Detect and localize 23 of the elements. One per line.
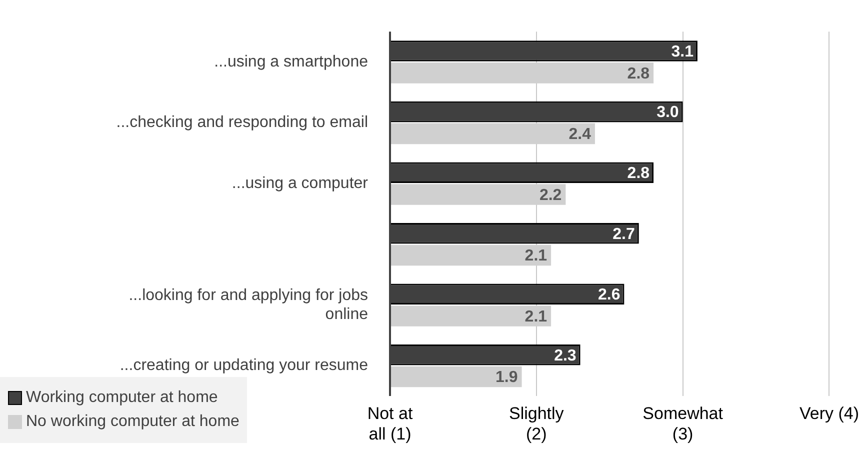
legend-label: No working computer at home [26, 413, 240, 431]
x-tick-label: Very (4) [799, 404, 860, 424]
y-tick-label: ...looking for and applying for jobs online [128, 286, 368, 324]
data-label: 2.8 [627, 164, 650, 182]
data-label: 2.4 [568, 126, 592, 144]
x-tick-label: Not at all (1) [367, 404, 413, 444]
data-label: 3.0 [656, 104, 679, 122]
data-label: 2.8 [627, 65, 650, 82]
x-tick-label: Somewhat (3) [642, 404, 724, 444]
data-label: 2.1 [524, 248, 548, 265]
data-label: 2.6 [598, 286, 620, 304]
data-label: 2.3 [554, 347, 576, 364]
data-label: 2.1 [524, 308, 548, 326]
data-label: 2.7 [612, 226, 635, 243]
data-label: 1.9 [496, 369, 518, 386]
x-tick-label: Slightly (2) [509, 404, 564, 444]
data-label: 2.2 [539, 186, 562, 204]
y-tick-label: ...using a computer [232, 174, 369, 192]
legend-label: Working computer at home [26, 389, 218, 407]
y-tick-label: ...checking and responding to email [116, 114, 368, 132]
data-label: 3.1 [671, 43, 694, 60]
y-tick-label: ...creating or updating your resume [120, 357, 368, 374]
y-tick-label: ...using a smartphone [214, 53, 368, 70]
